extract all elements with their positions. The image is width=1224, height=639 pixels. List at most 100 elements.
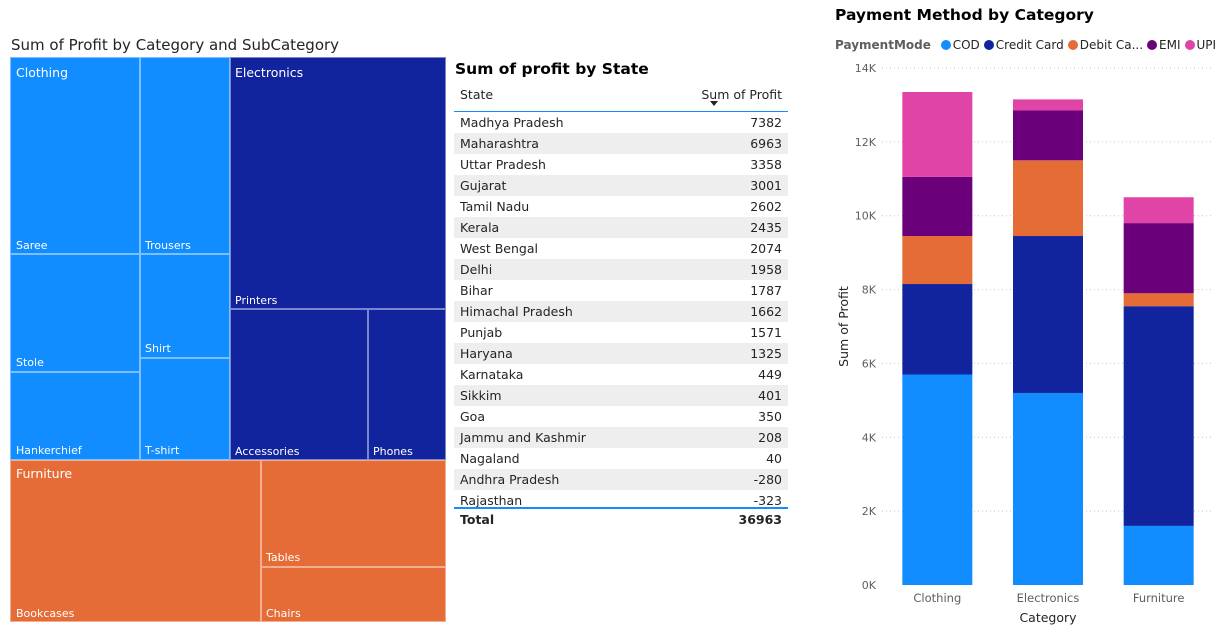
cell-state: Gujarat [460,178,507,193]
table-row[interactable]: West Bengal 2074 [454,238,788,259]
sort-descending-icon[interactable] [710,101,718,106]
cell-state: Delhi [460,262,493,277]
cell-state: Andhra Pradesh [460,472,560,487]
table-row[interactable]: Kerala 2435 [454,217,788,238]
table-row[interactable]: Punjab 1571 [454,322,788,343]
treemap-cell-accessories[interactable]: Accessories [230,309,368,460]
table-row[interactable]: Uttar Pradesh 3358 [454,154,788,175]
bar-segment[interactable] [1123,293,1194,307]
table-row[interactable]: Andhra Pradesh -280 [454,469,788,490]
bar-segment[interactable] [1013,160,1083,237]
cell-state: Bihar [460,283,493,298]
total-value: 36963 [738,512,783,527]
bar-segment[interactable] [1013,392,1083,585]
table-row[interactable]: Karnataka 449 [454,364,788,385]
legend: PaymentMode COD Credit Card Debit Ca... EMI… [835,38,1216,54]
cell-profit: 6963 [750,136,782,151]
y-tick-label: 8K [862,284,877,297]
table-row[interactable]: Jammu and Kashmir 208 [454,427,788,448]
treemap-cell-printers[interactable]: Printers [230,57,446,309]
treemap-cell-trousers[interactable]: Trousers [140,57,230,254]
treemap-label-chairs: Chairs [266,607,301,620]
legend-label: Credit Card [995,38,1064,52]
treemap-cell-stole[interactable]: Stole [10,254,140,372]
bar-segment[interactable] [902,92,973,177]
table-row[interactable]: Madhya Pradesh 7382 [454,112,788,133]
cell-profit: 350 [758,409,782,424]
treemap-label-bookcases: Bookcases [16,607,75,620]
cell-state: Punjab [460,325,503,340]
cell-profit: 2074 [750,241,782,256]
cell-state: Goa [460,409,485,424]
legend-dot-icon [1147,40,1158,50]
stacked-bar-chart: 0K 2K 4K 6K 8K 10K 12K 14K Sum of Profit Clothing… [836,62,1214,625]
legend-dot-icon [1184,40,1195,50]
treemap-cell-tables[interactable]: Tables [261,460,446,567]
y-tick-label: 0K [862,579,877,592]
total-label: Total [460,512,495,527]
table-row[interactable]: Goa 350 [454,406,788,427]
cell-state: Madhya Pradesh [460,115,564,130]
treemap-label-saree: Saree [16,239,48,252]
cell-profit: -280 [753,472,782,487]
table-total-row: Total 36963 [454,509,788,530]
table-row[interactable]: Himachal Pradesh 1662 [454,301,788,322]
bar-segment[interactable] [1013,110,1083,161]
table-row[interactable]: Bihar 1787 [454,280,788,301]
bar-segment[interactable] [1123,223,1194,294]
y-tick-label: 10K [855,210,877,223]
cell-profit: 40 [766,451,782,466]
cell-state: Kerala [460,220,500,235]
cell-state: Himachal Pradesh [460,304,573,319]
bar-segment[interactable] [1123,306,1194,526]
table-row[interactable]: Gujarat 3001 [454,175,788,196]
treemap-label-hankerchief: Hankerchief [16,444,82,457]
column-header-state[interactable]: State [460,84,610,111]
bar-segment[interactable] [902,284,973,375]
treemap-cell-hankerchief[interactable]: Hankerchief [10,372,140,460]
cell-profit: 449 [758,367,782,382]
bar-segment[interactable] [1013,236,1083,393]
legend-item[interactable]: EMI [1147,38,1181,52]
table-header-divider [454,111,788,112]
treemap-category-clothing: Clothing [16,65,69,80]
bar-segment[interactable] [902,374,973,585]
table-row[interactable]: Tamil Nadu 2602 [454,196,788,217]
cell-profit: 1325 [750,346,782,361]
table-row[interactable]: Rajasthan -323 [454,490,788,511]
legend-item[interactable]: Debit Ca... [1067,38,1143,52]
legend-label: COD [952,38,980,52]
treemap-label-printers: Printers [235,294,278,307]
table-row[interactable]: Nagaland 40 [454,448,788,469]
table-title: Sum of profit by State [455,60,649,78]
table-row[interactable]: Haryana 1325 [454,343,788,364]
cell-profit: 1958 [750,262,782,277]
legend-item[interactable]: COD [940,38,980,52]
table-row[interactable]: Delhi 1958 [454,259,788,280]
cell-state: Nagaland [460,451,520,466]
cell-state: Rajasthan [460,493,523,508]
y-tick-label: 2K [862,505,877,518]
x-axis-title: Category [1019,610,1077,625]
cell-state: Haryana [460,346,513,361]
bar-segment[interactable] [1123,525,1194,585]
column-header-profit-label: Sum of Profit [701,87,782,102]
bar-segment[interactable] [1013,99,1083,111]
legend-item[interactable]: Credit Card [983,38,1064,52]
legend-item[interactable]: UPI [1184,38,1216,52]
bar-segment[interactable] [1123,197,1194,224]
treemap-cell-t-shirt[interactable]: T-shirt [140,358,230,460]
table-row[interactable]: Sikkim 401 [454,385,788,406]
treemap-label-trousers: Trousers [145,239,191,252]
table-row[interactable]: Maharashtra 6963 [454,133,788,154]
treemap-cell-chairs[interactable]: Chairs [261,567,446,622]
treemap-cell-saree[interactable]: Saree [10,57,140,254]
treemap-cell-bookcases[interactable]: Bookcases [10,460,261,622]
treemap-cell-phones[interactable]: Phones [368,309,446,460]
bar-segment[interactable] [902,176,973,237]
bar-segment[interactable] [902,236,973,285]
cell-state: Jammu and Kashmir [460,430,586,445]
treemap-cell-shirt[interactable]: Shirt [140,254,230,358]
column-header-profit[interactable]: Sum of Profit [632,84,782,111]
x-tick-label: Furniture [1133,591,1185,605]
